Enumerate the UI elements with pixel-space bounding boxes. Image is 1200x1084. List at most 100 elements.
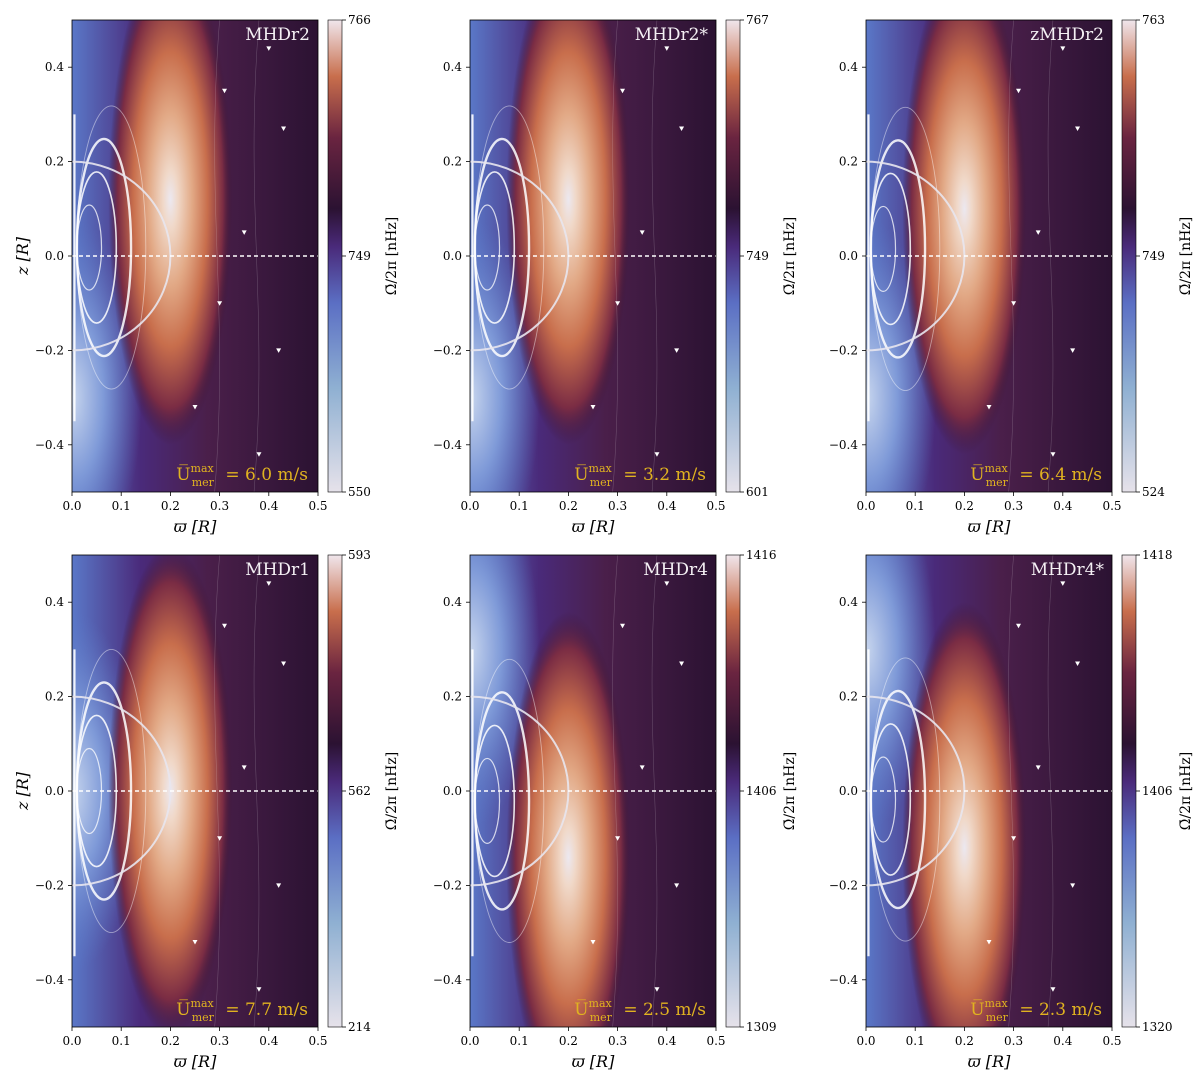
flow-arrow xyxy=(674,348,680,353)
max-velocity-annotation: U̅max mer = 2.5 m/s xyxy=(574,997,706,1024)
flow-arrow xyxy=(1016,88,1022,94)
annotation-subscript: mer xyxy=(192,476,215,489)
x-tick-label: 0.1 xyxy=(906,499,925,513)
streamline-loop xyxy=(870,106,941,391)
x-axis-label: ϖ [R] xyxy=(174,1052,217,1071)
colorbar-tick-label: 1406 xyxy=(1142,784,1173,798)
y-tick-label: 0.0 xyxy=(45,784,64,798)
colorbar-label: Ω̄/2π [nHz] xyxy=(1178,217,1194,295)
y-tick-label: 0.0 xyxy=(839,784,858,798)
y-tick-label: −0.4 xyxy=(433,973,463,987)
x-tick-label: 0.0 xyxy=(460,1034,479,1048)
flow-arrow xyxy=(1060,581,1066,586)
x-tick-label: 0.2 xyxy=(955,499,974,513)
colorbar-tick-label: 1320 xyxy=(1142,1020,1173,1034)
flow-arrow xyxy=(1050,987,1056,992)
annotation-subscript: mer xyxy=(590,1011,613,1024)
flow-arrow xyxy=(590,940,596,945)
annotation-symbol: U̅ xyxy=(574,999,588,1020)
colorbar-tick-label: 763 xyxy=(1142,13,1165,27)
annotation-subscript: mer xyxy=(986,476,1009,489)
flow-arrow xyxy=(266,46,272,51)
max-velocity-annotation: U̅max mer = 6.4 m/s xyxy=(970,462,1102,489)
annotation-subscript: mer xyxy=(192,1011,215,1024)
x-tick-label: 0.5 xyxy=(706,499,725,513)
y-tick-label: 0.4 xyxy=(443,595,462,609)
y-tick-label: −0.2 xyxy=(433,878,462,892)
panel-mhdr4-star: MHDr4* U̅max mer = 2.3 m/s 0.0 0.1 0.2 0.3 0.4 0… xyxy=(829,548,1194,1071)
y-tick-label: 0.4 xyxy=(45,60,64,74)
heatmap-area xyxy=(470,20,716,492)
x-tick-label: 0.2 xyxy=(559,1034,578,1048)
colorbar xyxy=(725,19,741,493)
y-tick-label: −0.2 xyxy=(829,878,858,892)
annotation-value: = 3.2 m/s xyxy=(618,465,706,485)
colorbar xyxy=(327,554,343,1028)
x-tick-label: 0.3 xyxy=(210,499,229,513)
heatmap-area xyxy=(72,20,318,492)
flow-arrow xyxy=(1060,46,1066,51)
streamline-faint xyxy=(1008,20,1014,492)
flow-arrow xyxy=(241,765,247,770)
x-tick-label: 0.1 xyxy=(510,499,529,513)
x-tick-label: 0.5 xyxy=(1102,499,1121,513)
annotation-value: = 2.5 m/s xyxy=(618,1000,706,1020)
x-tick-label: 0.5 xyxy=(706,1034,725,1048)
panel-zmhdr2: zMHDr2 U̅max mer = 6.4 m/s 0.0 0.1 0.2 0.3 0.4 0… xyxy=(829,13,1194,536)
x-tick-label: 0.4 xyxy=(1053,499,1072,513)
colorbar-tick-label: 749 xyxy=(1142,249,1165,263)
colorbar-tick-label: 767 xyxy=(746,13,769,27)
flow-arrow xyxy=(620,88,626,94)
annotation-superscript: max xyxy=(589,462,613,475)
annotation-superscript: max xyxy=(191,997,215,1010)
heatmap-area xyxy=(72,555,318,1027)
max-velocity-annotation: U̅max mer = 3.2 m/s xyxy=(574,462,706,489)
colorbar-tick-label: 1309 xyxy=(746,1020,777,1034)
x-tick-label: 0.3 xyxy=(608,1034,627,1048)
y-tick-label: 0.0 xyxy=(443,784,462,798)
streamline-loop xyxy=(76,105,147,390)
colorbar-tick-label: 1416 xyxy=(746,548,777,562)
panel-title: MHDr4* xyxy=(1031,560,1105,580)
flow-arrow xyxy=(256,452,262,457)
x-axis-label: ϖ [R] xyxy=(572,517,615,536)
flow-arrow xyxy=(217,301,223,306)
x-tick-label: 0.4 xyxy=(1053,1034,1072,1048)
streamline-faint xyxy=(1008,555,1014,1027)
flow-arrow xyxy=(222,88,228,94)
x-tick-label: 0.1 xyxy=(906,1034,925,1048)
x-axis-label: ϖ [R] xyxy=(968,1052,1011,1071)
flow-arrow xyxy=(1011,836,1017,841)
flow-arrow xyxy=(276,348,282,353)
flow-arrow xyxy=(1070,348,1076,353)
x-tick-label: 0.0 xyxy=(856,499,875,513)
flow-arrow xyxy=(674,883,680,888)
y-axis-label: z [R] xyxy=(13,771,32,811)
panel-mhdr4: MHDr4 U̅max mer = 2.5 m/s 0.0 0.1 0.2 0.3 0.4 0.… xyxy=(433,548,798,1071)
y-tick-label: 0.2 xyxy=(839,690,858,704)
x-tick-label: 0.4 xyxy=(259,1034,278,1048)
x-tick-label: 0.0 xyxy=(62,499,81,513)
annotation-value: = 7.7 m/s xyxy=(220,1000,308,1020)
colorbar-tick-label: 601 xyxy=(746,485,769,499)
x-tick-label: 0.4 xyxy=(657,499,676,513)
annotation-value: = 2.3 m/s xyxy=(1014,1000,1102,1020)
flow-arrow xyxy=(1050,452,1056,457)
y-tick-label: −0.2 xyxy=(35,343,64,357)
x-tick-label: 0.3 xyxy=(1004,1034,1023,1048)
streamline-loop xyxy=(474,658,545,943)
x-axis-label: ϖ [R] xyxy=(174,517,217,536)
y-tick-label: −0.2 xyxy=(433,343,462,357)
flow-arrow xyxy=(192,405,198,410)
flow-arrow xyxy=(1011,301,1017,306)
x-tick-label: 0.2 xyxy=(161,1034,180,1048)
colorbar-tick-label: 766 xyxy=(348,13,371,27)
x-tick-label: 0.5 xyxy=(308,1034,327,1048)
streamline-faint xyxy=(214,555,220,1027)
panel-mhdr1: MHDr1 U̅max mer = 7.7 m/s 0.0 0.1 0.2 0.3 0.4 0.… xyxy=(13,548,400,1071)
x-tick-label: 0.3 xyxy=(608,499,627,513)
flow-arrow xyxy=(281,661,287,667)
flow-arrow xyxy=(664,581,670,586)
x-axis-label: ϖ [R] xyxy=(572,1052,615,1071)
